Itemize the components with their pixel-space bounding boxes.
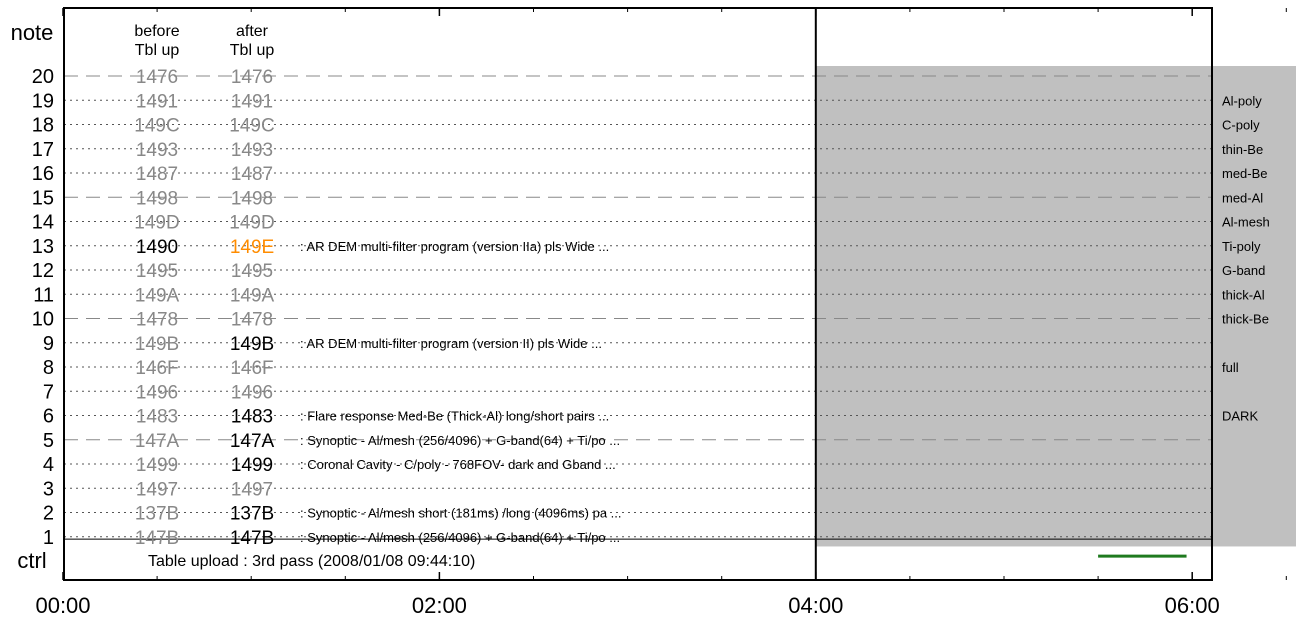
after-table-10: 1478 bbox=[231, 310, 273, 331]
after-table-11: 149A bbox=[230, 285, 275, 306]
ctrl-row-label: ctrl bbox=[17, 548, 46, 573]
program-description-6: : Flare response Med-Be (Thick-Al) long/… bbox=[300, 409, 609, 424]
row-number-16: 16 bbox=[32, 163, 54, 185]
after-table-20: 1476 bbox=[231, 67, 273, 88]
before-table-1: 147B bbox=[135, 528, 179, 549]
filter-label-15: med-Al bbox=[1222, 190, 1263, 205]
after-table-16: 1487 bbox=[231, 164, 273, 185]
row-number-6: 6 bbox=[43, 406, 54, 428]
row-number-20: 20 bbox=[32, 66, 54, 88]
after-table-13: 149E bbox=[230, 237, 274, 258]
filter-label-12: G-band bbox=[1222, 263, 1265, 278]
before-table-11: 149A bbox=[135, 285, 180, 306]
after-table-1: 147B bbox=[230, 528, 274, 549]
before-table-17: 1493 bbox=[136, 140, 178, 161]
row-number-9: 9 bbox=[43, 333, 54, 355]
after-table-12: 1495 bbox=[231, 261, 273, 282]
x-tick-label-1: 02:00 bbox=[412, 593, 467, 618]
before-table-4: 1499 bbox=[136, 455, 178, 476]
row-number-19: 19 bbox=[32, 90, 54, 112]
row-number-15: 15 bbox=[32, 187, 54, 209]
row-number-7: 7 bbox=[43, 381, 54, 403]
event-lines: TblupTblupobsvObstObsttrack2track0track0 bbox=[1098, 554, 1187, 558]
row-number-8: 8 bbox=[43, 357, 54, 379]
after-header-line2: Tbl up bbox=[230, 42, 275, 59]
x-tick-label-2: 04:00 bbox=[788, 593, 843, 618]
row-number-17: 17 bbox=[32, 139, 54, 161]
x-tick-label-0: 00:00 bbox=[35, 593, 90, 618]
row-number-14: 14 bbox=[32, 212, 54, 234]
filter-label-19: Al-poly bbox=[1222, 93, 1262, 108]
after-header-line1: after bbox=[236, 23, 269, 40]
plot-border bbox=[63, 7, 1213, 581]
before-table-2: 137B bbox=[135, 504, 179, 525]
before-table-7: 1496 bbox=[136, 382, 178, 403]
after-table-18: 149C bbox=[229, 116, 274, 137]
before-table-19: 1491 bbox=[136, 91, 178, 112]
after-table-6: 1483 bbox=[231, 407, 273, 428]
after-table-3: 1497 bbox=[231, 479, 273, 500]
program-description-2: : Synoptic - Al/mesh short (181ms) /long… bbox=[300, 506, 622, 521]
program-description-1: : Synoptic - Al/mesh (256/4096) + G-band… bbox=[300, 530, 620, 545]
row-number-4: 4 bbox=[43, 454, 54, 476]
before-table-10: 1478 bbox=[136, 310, 178, 331]
filter-label-14: Al-mesh bbox=[1222, 215, 1270, 230]
row-number-13: 13 bbox=[32, 236, 54, 258]
filter-label-11: thick-Al bbox=[1222, 287, 1265, 302]
x-tick-label-3: 06:00 bbox=[1165, 593, 1220, 618]
program-description-9: : AR DEM multi-filter program (version I… bbox=[300, 336, 602, 351]
filter-label-6: DARK bbox=[1222, 409, 1258, 424]
shaded-region bbox=[815, 66, 1296, 547]
filter-label-8: full bbox=[1222, 360, 1239, 375]
after-table-9: 149B bbox=[230, 334, 274, 355]
before-table-5: 147A bbox=[135, 431, 180, 452]
after-table-7: 1496 bbox=[231, 382, 273, 403]
before-table-3: 1497 bbox=[136, 479, 178, 500]
table-upload-caption: Table upload : 3rd pass (2008/01/08 09:4… bbox=[148, 553, 475, 570]
before-table-6: 1483 bbox=[136, 407, 178, 428]
after-table-2: 137B bbox=[230, 504, 274, 525]
after-table-15: 1498 bbox=[231, 188, 273, 209]
before-table-14: 149D bbox=[134, 213, 179, 234]
after-table-4: 1499 bbox=[231, 455, 273, 476]
filter-label-18: C-poly bbox=[1222, 118, 1260, 133]
filter-label-13: Ti-poly bbox=[1222, 239, 1261, 254]
after-table-8: 146F bbox=[230, 358, 273, 379]
after-table-14: 149D bbox=[229, 213, 274, 234]
before-table-8: 146F bbox=[135, 358, 178, 379]
filter-label-16: med-Be bbox=[1222, 166, 1268, 181]
row-number-2: 2 bbox=[43, 503, 54, 525]
shaded-region-layer bbox=[815, 66, 1296, 547]
before-table-15: 1498 bbox=[136, 188, 178, 209]
before-table-20: 1476 bbox=[136, 67, 178, 88]
before-table-9: 149B bbox=[135, 334, 179, 355]
row-number-11: 11 bbox=[33, 284, 54, 306]
row-number-10: 10 bbox=[32, 309, 54, 331]
plot-frame bbox=[63, 7, 1213, 581]
filter-label-17: thin-Be bbox=[1222, 142, 1263, 157]
program-description-5: : Synoptic - Al/mesh (256/4096) + G-band… bbox=[300, 433, 620, 448]
row-number-3: 3 bbox=[43, 478, 54, 500]
program-description-13: : AR DEM multi-filter program (version I… bbox=[300, 239, 609, 254]
row-number-18: 18 bbox=[32, 115, 54, 137]
after-table-17: 1493 bbox=[231, 140, 273, 161]
before-table-16: 1487 bbox=[136, 164, 178, 185]
before-table-12: 1495 bbox=[136, 261, 178, 282]
note-header: note bbox=[11, 20, 54, 45]
before-header-line1: before bbox=[134, 23, 179, 40]
filter-label-10: thick-Be bbox=[1222, 312, 1269, 327]
program-description-4: : Coronal Cavity - C/poly - 768FOV- dark… bbox=[300, 457, 616, 472]
before-table-13: 1490 bbox=[136, 237, 178, 258]
after-table-19: 1491 bbox=[231, 91, 273, 112]
after-table-5: 147A bbox=[230, 431, 275, 452]
before-table-18: 149C bbox=[134, 116, 179, 137]
row-number-5: 5 bbox=[43, 430, 54, 452]
row-number-12: 12 bbox=[32, 260, 54, 282]
row-gridlines bbox=[64, 75, 1212, 540]
before-header-line2: Tbl up bbox=[135, 42, 180, 59]
row-number-1: 1 bbox=[43, 527, 54, 549]
